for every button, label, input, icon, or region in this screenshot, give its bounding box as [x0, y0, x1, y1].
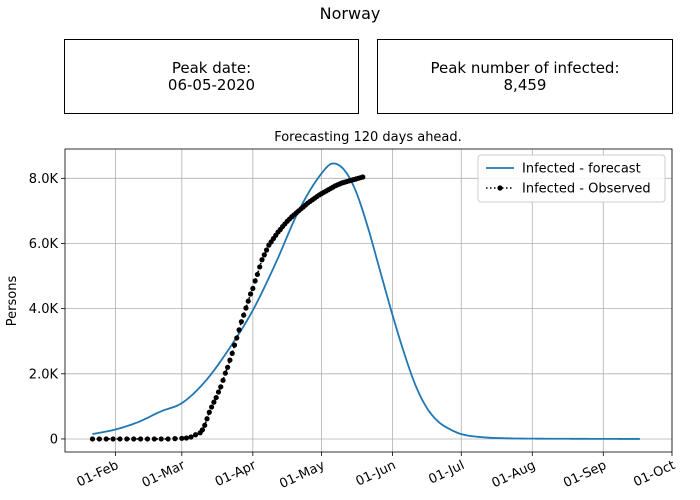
chart-title: Forecasting 120 days ahead. — [274, 130, 462, 145]
observed-point — [204, 416, 210, 422]
observed-point — [222, 370, 228, 376]
peak-infected-value: 8,459 — [503, 75, 547, 94]
observed-point — [236, 327, 242, 333]
x-tick-label: 01-Apr — [213, 458, 259, 490]
observed-point — [218, 384, 224, 390]
observed-point — [213, 394, 219, 401]
observed-line — [92, 176, 363, 440]
legend-observed-label: Infected - Observed — [522, 182, 651, 197]
observed-point — [117, 436, 123, 442]
observed-point — [225, 364, 231, 370]
observed-point — [257, 264, 263, 270]
observed-point — [206, 409, 212, 415]
observed-point — [208, 404, 215, 410]
observed-point — [254, 271, 261, 278]
peak-date-label: Peak date: — [171, 58, 252, 77]
observed-point — [151, 436, 157, 442]
legend-forecast-label: Infected - forecast — [522, 162, 641, 177]
observed-point — [360, 174, 366, 180]
observed-point — [202, 422, 208, 428]
x-tick-label: 01-Jul — [426, 458, 466, 488]
observed-point — [183, 435, 189, 441]
x-tick-label: 01-Mar — [140, 458, 188, 491]
observed-point — [188, 434, 194, 440]
x-tick-label: 01-Oct — [631, 458, 677, 490]
legend: Infected - forecast Infected - Observed — [477, 154, 666, 203]
y-tick-label: 4.0K — [29, 302, 59, 317]
observed-point — [234, 335, 240, 341]
legend-box — [477, 154, 666, 203]
observed-point — [165, 436, 171, 442]
observed-point — [243, 305, 249, 311]
x-tick-label: 01-Feb — [75, 458, 121, 490]
forecast-line — [92, 162, 640, 440]
observed-point — [261, 252, 267, 258]
y-tick-label: 8.0K — [29, 172, 59, 187]
observed-point — [211, 399, 217, 405]
observed-point — [215, 389, 222, 395]
observed-point — [227, 357, 233, 363]
peak-infected-label: Peak number of infected: — [430, 58, 620, 77]
observed-point — [263, 247, 270, 253]
observed-point — [250, 285, 256, 292]
observed-point — [179, 435, 185, 441]
observed-point — [89, 436, 96, 442]
observed-point — [252, 278, 258, 284]
observed-point — [124, 436, 130, 442]
y-tick-label: 6.0K — [29, 237, 59, 252]
observed-point — [199, 427, 206, 433]
plot-frame — [64, 148, 673, 453]
y-tick-label: 2.0K — [29, 367, 59, 382]
observed-point — [144, 436, 151, 442]
x-tick-label: 01-Aug — [490, 458, 538, 491]
observed-point — [231, 342, 238, 348]
peak-infected-card: Peak number of infected: 8,459 — [377, 39, 673, 114]
observed-point — [229, 350, 235, 356]
observed-point — [247, 291, 254, 297]
y-tick-label: 0 — [50, 432, 58, 447]
observed-point — [220, 377, 226, 383]
x-tick-label: 01-May — [277, 458, 327, 492]
peak-date-card: Peak date: 06-05-2020 — [64, 39, 359, 114]
observed-point — [238, 319, 244, 325]
x-tick-label: 01-Jun — [354, 458, 399, 489]
series-layer — [89, 162, 640, 442]
observed-point — [172, 436, 178, 442]
observed-point — [103, 436, 109, 442]
observed-point — [96, 436, 102, 442]
observed-point — [110, 436, 116, 442]
observed-point — [259, 257, 265, 263]
observed-point — [192, 432, 199, 438]
observed-point — [241, 312, 247, 318]
figure-title: Norway — [319, 4, 381, 23]
observed-point — [158, 436, 164, 442]
observed-point — [137, 436, 144, 442]
peak-date-value: 06-05-2020 — [167, 75, 256, 94]
observed-point — [245, 298, 251, 304]
observed-point — [131, 436, 137, 442]
x-tick-label: 01-Sep — [561, 458, 609, 491]
y-axis-label: Persons — [5, 276, 20, 327]
legend-observed-marker — [497, 185, 503, 191]
